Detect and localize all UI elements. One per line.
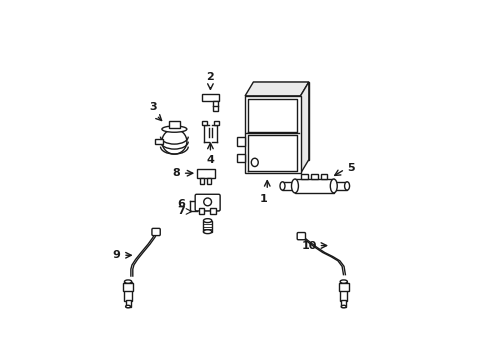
Ellipse shape <box>341 305 346 308</box>
Bar <box>124 282 131 301</box>
Text: 6: 6 <box>177 199 185 209</box>
Bar <box>237 137 244 146</box>
Ellipse shape <box>124 280 131 283</box>
Bar <box>196 169 214 177</box>
Text: 7: 7 <box>177 207 185 216</box>
Ellipse shape <box>291 179 298 193</box>
Ellipse shape <box>251 158 258 167</box>
Bar <box>214 121 219 125</box>
Bar <box>207 177 211 184</box>
Bar <box>202 121 206 125</box>
Bar <box>301 174 307 179</box>
Bar <box>200 177 203 184</box>
Text: 5: 5 <box>347 163 354 173</box>
Bar <box>210 208 216 214</box>
Bar <box>320 174 327 179</box>
FancyBboxPatch shape <box>152 228 160 235</box>
Ellipse shape <box>203 219 211 222</box>
Ellipse shape <box>340 280 346 283</box>
Text: 10: 10 <box>301 240 316 251</box>
Polygon shape <box>244 82 308 96</box>
Bar <box>333 182 346 190</box>
Bar <box>310 174 317 179</box>
Ellipse shape <box>203 230 211 234</box>
Text: 3: 3 <box>149 103 157 112</box>
FancyBboxPatch shape <box>297 233 305 240</box>
Bar <box>123 283 133 291</box>
Ellipse shape <box>280 182 285 190</box>
Bar <box>168 121 180 128</box>
Bar <box>341 301 346 307</box>
FancyBboxPatch shape <box>195 194 220 211</box>
Text: 4: 4 <box>206 156 214 166</box>
Bar <box>203 221 211 232</box>
Text: 1: 1 <box>259 194 266 204</box>
Bar <box>213 101 218 111</box>
Ellipse shape <box>125 305 130 308</box>
Circle shape <box>162 129 186 154</box>
Text: 2: 2 <box>206 72 214 82</box>
Ellipse shape <box>162 126 186 132</box>
Ellipse shape <box>329 179 337 193</box>
Circle shape <box>203 198 211 206</box>
Bar <box>196 195 218 210</box>
Bar <box>198 208 204 214</box>
Text: 8: 8 <box>172 168 180 178</box>
Bar <box>282 182 295 190</box>
Bar <box>294 179 333 193</box>
Bar <box>237 153 244 162</box>
Bar <box>125 301 130 307</box>
Polygon shape <box>300 82 308 174</box>
Bar <box>202 94 218 102</box>
Bar <box>244 96 300 174</box>
Bar <box>253 82 308 159</box>
Bar <box>155 139 163 144</box>
Bar <box>340 282 346 301</box>
Ellipse shape <box>344 182 349 190</box>
Text: 9: 9 <box>112 250 120 260</box>
Bar <box>338 283 348 291</box>
